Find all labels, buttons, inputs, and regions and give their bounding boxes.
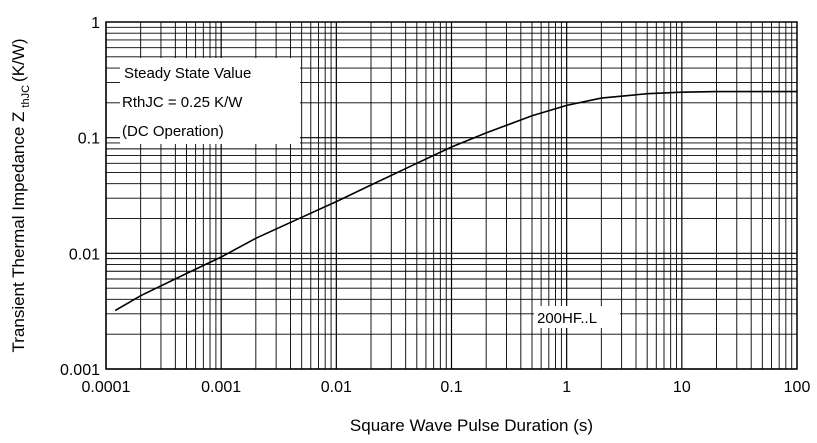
x-tick-label: 0.001 [201, 379, 241, 396]
annotation-steady-state: Steady State Value [124, 65, 251, 82]
series-line [114, 90, 797, 312]
y-axis-title: Transient Thermal Impedance Z thJC (K/W) [9, 38, 32, 352]
y-tick-labels: 1 0.1 0.01 0.001 [60, 15, 100, 379]
x-tick-label: 0.01 [321, 379, 352, 396]
x-tick-label: 0.0001 [82, 379, 131, 396]
x-tick-label: 100 [784, 379, 811, 396]
y-tick-label: 0.001 [60, 362, 100, 379]
annotation-background [120, 58, 300, 144]
y-axis-title-subscript: thJC [20, 85, 32, 108]
y-axis-title-unit: (K/W) [9, 38, 28, 81]
x-tick-labels: 0.0001 0.001 0.01 0.1 1 10 100 [82, 379, 811, 396]
annotation-dc-operation: (DC Operation) [122, 123, 224, 140]
y-tick-label: 1 [91, 15, 100, 32]
x-tick-label: 0.1 [440, 379, 462, 396]
device-label-box: 200HF..L [534, 306, 620, 328]
y-tick-label: 0.01 [69, 246, 100, 263]
annotation-rthjc: RthJC = 0.25 K/W [122, 94, 243, 111]
device-label: 200HF..L [537, 310, 597, 327]
device-label-background [534, 306, 620, 328]
x-axis-title: Square Wave Pulse Duration (s) [350, 416, 593, 435]
x-tick-label: 1 [562, 379, 571, 396]
x-tick-label: 10 [673, 379, 691, 396]
plot-frame [105, 21, 798, 370]
y-tick-label: 0.1 [78, 131, 100, 148]
y-axis-title-main: Transient Thermal Impedance Z [9, 112, 28, 353]
annotation-box: Steady State Value RthJC = 0.25 K/W (DC … [120, 58, 300, 144]
